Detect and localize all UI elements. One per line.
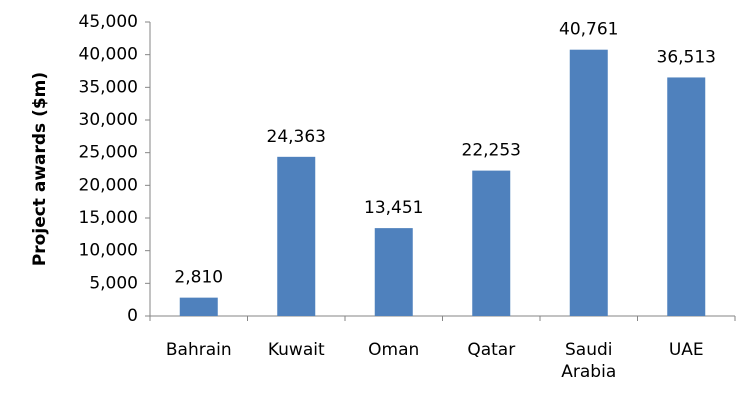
bar [374, 228, 413, 316]
data-label: 40,761 [559, 20, 618, 40]
y-tick-label: 45,000 [79, 12, 138, 32]
bar [569, 49, 608, 317]
y-tick-label: 20,000 [79, 175, 138, 195]
y-tick-label: 30,000 [79, 110, 138, 130]
y-tick-label: 0 [127, 306, 138, 326]
y-tick-label: 40,000 [79, 45, 138, 65]
x-tick-label: Oman [368, 340, 419, 360]
data-label: 22,253 [462, 141, 521, 161]
bar [667, 77, 706, 317]
x-tick-label: Saudi Arabia [561, 340, 616, 382]
x-tick-label: UAE [669, 340, 704, 360]
bar [179, 297, 218, 316]
x-tick-label: Bahrain [166, 340, 232, 360]
data-label: 13,451 [364, 198, 423, 218]
y-tick-label: 35,000 [79, 77, 138, 97]
bar [472, 170, 511, 316]
y-tick-label: 25,000 [79, 143, 138, 163]
x-tick-label: Kuwait [268, 340, 325, 360]
bar [277, 156, 316, 316]
y-axis-title: Project awards ($m) [30, 72, 50, 266]
x-tick-label: Qatar [467, 340, 515, 360]
data-label: 2,810 [174, 268, 223, 288]
y-tick-label: 15,000 [79, 208, 138, 228]
y-tick-label: 10,000 [79, 241, 138, 261]
data-label: 36,513 [657, 47, 716, 67]
y-tick-label: 5,000 [89, 273, 138, 293]
data-label: 24,363 [267, 127, 326, 147]
